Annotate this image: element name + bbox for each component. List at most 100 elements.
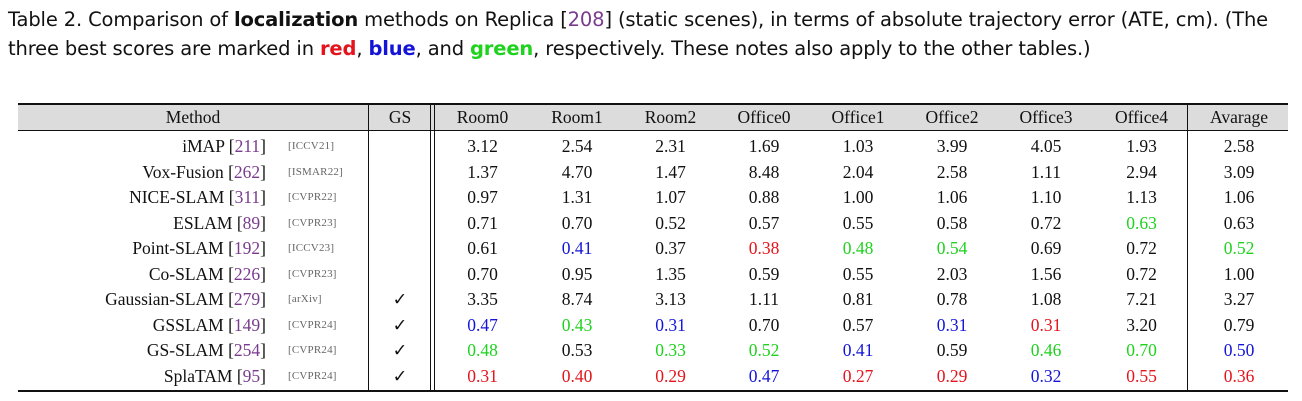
ate-value: 0.52 xyxy=(655,212,686,233)
method-name: Vox-Fusion [262] xyxy=(142,161,266,182)
ate-value: 0.88 xyxy=(748,187,780,207)
ate-value: 2.31 xyxy=(655,136,686,156)
table-row: Co-SLAM [226] [CVPR23] 0.70 0.95 1.35 0.59 0.5… xyxy=(18,262,1288,288)
venue-tag: [CVPR22] xyxy=(288,191,337,203)
ate-value: 0.55 xyxy=(1126,365,1157,386)
ate-value: 0.29 xyxy=(936,365,968,386)
ate-value: 0.55 xyxy=(842,212,874,233)
ate-value: 2.04 xyxy=(842,161,874,182)
citation-link[interactable]: 89 xyxy=(242,212,261,233)
method-cell: GS-SLAM [254] [CVPR24] xyxy=(18,338,368,364)
ate-value: 0.71 xyxy=(467,212,498,233)
header-gs: GS xyxy=(388,107,412,127)
ate-value: 0.37 xyxy=(655,238,686,258)
ate-value: 1.00 xyxy=(1223,263,1255,284)
venue-tag: [ISMAR22] xyxy=(288,165,343,178)
method-name: Gaussian-SLAM [279] xyxy=(105,289,266,309)
ate-value: 0.61 xyxy=(467,238,498,258)
method-cell: Co-SLAM [226] [CVPR23] xyxy=(18,262,368,288)
ate-value: 0.78 xyxy=(936,289,968,309)
ate-value: 0.31 xyxy=(936,314,968,335)
ate-value: 0.57 xyxy=(748,212,780,233)
ate-value: 3.12 xyxy=(467,136,498,156)
column-divider xyxy=(430,103,431,392)
ate-value: 0.46 xyxy=(1030,340,1062,360)
ate-value: 0.72 xyxy=(1126,263,1157,284)
ate-value: 0.52 xyxy=(748,340,780,360)
ate-value: 0.59 xyxy=(748,263,780,284)
ate-value: 0.48 xyxy=(467,340,498,360)
method-label: Point-SLAM xyxy=(132,238,224,258)
ate-value: 0.72 xyxy=(1126,238,1157,258)
legend-red-word: red xyxy=(319,37,357,60)
ate-value: 0.57 xyxy=(842,314,874,335)
ate-value: 1.11 xyxy=(1031,161,1061,182)
ate-value: 1.56 xyxy=(1030,263,1062,284)
ate-value: 2.58 xyxy=(936,161,968,182)
ate-value: 0.97 xyxy=(467,187,498,207)
legend-blue-word: blue xyxy=(368,37,416,60)
method-name: SplaTAM [95] xyxy=(163,365,266,386)
ate-value: 0.52 xyxy=(1223,238,1255,258)
method-label: SplaTAM xyxy=(163,365,233,386)
ate-value: 1.93 xyxy=(1126,136,1157,156)
table-row: ESLAM [89] [CVPR23] 0.71 0.70 0.52 0.57 0.55 0.… xyxy=(18,211,1288,237)
gs-check xyxy=(370,160,430,186)
legend-green-word: green xyxy=(469,37,534,60)
table-row: GSSLAM [149] [CVPR24] ✓ 0.47 0.43 0.31 0.70 0.5… xyxy=(18,313,1288,339)
method-name: iMAP [211] xyxy=(182,136,266,156)
citation-link[interactable]: 95 xyxy=(242,365,261,386)
ate-value: 1.06 xyxy=(1223,187,1255,207)
header-room1: Room1 xyxy=(551,107,603,127)
column-divider xyxy=(1187,103,1188,392)
venue-tag: [CVPR24] xyxy=(288,318,337,331)
ate-value: 3.13 xyxy=(655,289,686,309)
method-cell: SplaTAM [95] [CVPR24] xyxy=(18,364,368,390)
ate-value: 0.58 xyxy=(936,212,968,233)
method-cell: ESLAM [89] [CVPR23] xyxy=(18,211,368,237)
venue-tag: [CVPR23] xyxy=(288,267,337,280)
ate-value: 0.31 xyxy=(467,365,498,386)
ate-value: 0.29 xyxy=(655,365,686,386)
table-caption: Table 2. Comparison of localization meth… xyxy=(8,5,1298,63)
citation-link[interactable]: 311 xyxy=(234,187,261,207)
venue-tag: [CVPR23] xyxy=(288,216,337,229)
citation-link[interactable]: 262 xyxy=(233,161,261,182)
ate-value: 1.47 xyxy=(655,161,686,182)
citation-link[interactable]: 211 xyxy=(234,136,261,156)
ate-value: 4.70 xyxy=(561,161,593,182)
header-avarage: Avarage xyxy=(1210,107,1268,127)
venue-tag: [CVPR24] xyxy=(288,369,337,382)
ate-value: 1.00 xyxy=(842,187,874,207)
citation-link[interactable]: 192 xyxy=(233,238,261,258)
bottom-rule xyxy=(18,390,1288,392)
ate-value: 0.79 xyxy=(1223,314,1255,335)
ate-value: 7.21 xyxy=(1126,289,1157,309)
ate-value: 0.59 xyxy=(936,340,968,360)
citation-link[interactable]: 208 xyxy=(567,8,605,31)
ate-value: 0.31 xyxy=(655,314,686,335)
caption-bold-term: localization xyxy=(233,8,359,31)
ate-value: 0.47 xyxy=(467,314,498,335)
method-name: ESLAM [89] xyxy=(173,212,266,233)
ate-value: 0.72 xyxy=(1030,212,1062,233)
table-row: Gaussian-SLAM [279] [arXiv] ✓ 3.35 8.74 3.13 1… xyxy=(18,287,1288,313)
ate-value: 0.70 xyxy=(467,263,498,284)
citation-link[interactable]: 279 xyxy=(233,289,261,309)
citation-link[interactable]: 226 xyxy=(233,263,261,284)
ate-value: 0.54 xyxy=(936,238,968,258)
ate-value: 1.11 xyxy=(749,289,779,309)
ate-value: 0.36 xyxy=(1223,365,1255,386)
ate-value: 0.48 xyxy=(842,238,874,258)
citation-link[interactable]: 149 xyxy=(233,314,261,335)
method-cell: Point-SLAM [192] [ICCV23] xyxy=(18,236,368,262)
gs-check xyxy=(370,185,430,211)
method-name: GSSLAM [149] xyxy=(152,314,266,335)
ate-value: 2.54 xyxy=(561,136,593,156)
table-row: Vox-Fusion [262] [ISMAR22] 1.37 4.70 1.47 8.4… xyxy=(18,160,1288,186)
method-label: Co-SLAM xyxy=(148,263,224,284)
citation-link[interactable]: 254 xyxy=(233,340,261,360)
ate-value: 0.47 xyxy=(748,365,780,386)
gs-check: ✓ xyxy=(392,340,408,360)
header-background xyxy=(18,105,1288,130)
